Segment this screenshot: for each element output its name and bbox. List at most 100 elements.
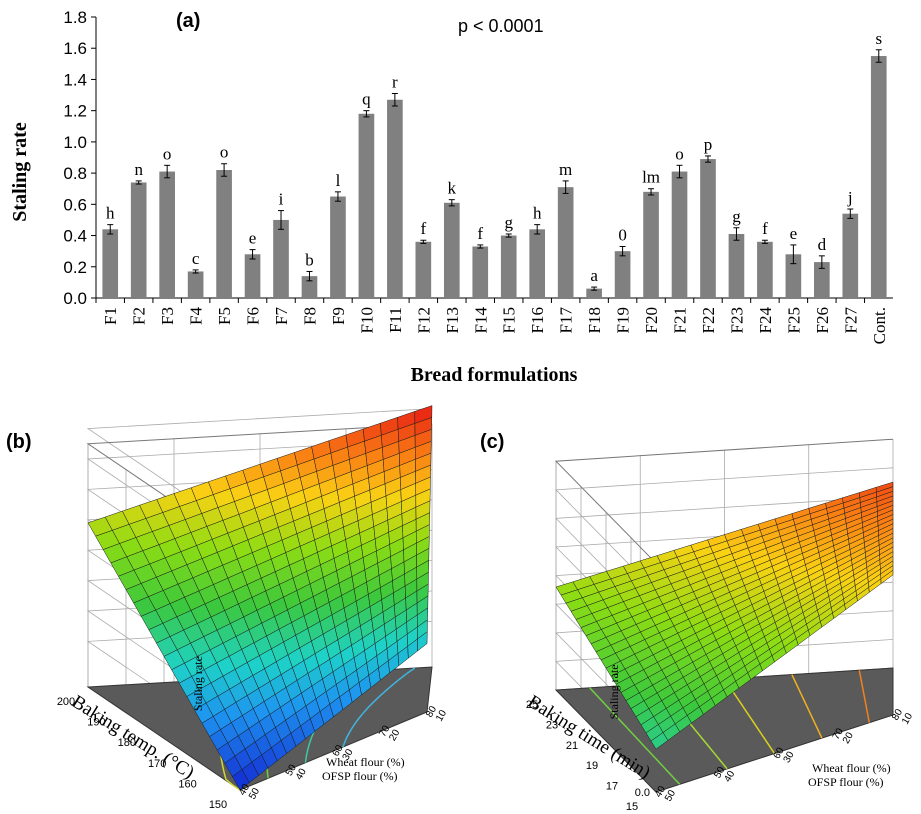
bar-F8 [301,276,318,298]
bar-F17 [557,187,574,298]
x-tick-label: F7 [272,307,291,325]
bar-F26 [814,262,830,298]
response-surface [555,481,894,750]
significance-letter: n [134,160,143,179]
bar-F25 [785,254,802,298]
panel-label: (c) [480,431,504,453]
y-tick-label: 25 [526,699,538,711]
x-tick-label: F4 [187,307,206,325]
y-tick-label: 1.6 [63,39,87,58]
x-tick-label: F18 [585,307,604,333]
bar-F13 [443,202,460,298]
x-tick-label: F24 [756,307,775,334]
significance-letter: h [106,204,115,223]
x-tick-label: F15 [500,307,519,333]
significance-letter: k [448,179,457,198]
x-tick-label-wheat: 40 [237,782,252,798]
bar-F27 [842,213,859,298]
bar-F18 [586,288,602,298]
significance-letter: o [163,144,172,163]
x-tick-label: F25 [784,307,803,333]
bar-F21 [671,171,688,298]
p-value-annotation: p < 0.0001 [458,16,544,36]
x-tick-label-ofsp: 40 [294,766,309,782]
bar-Cont. [870,56,887,299]
x-tick-label-wheat: 80 [890,707,905,723]
z-tick-label: 0.0 [635,787,650,799]
y-tick-label: 0.8 [63,164,87,183]
x-tick-label-ofsp: 20 [387,727,402,743]
contour-line [791,674,823,739]
z-axis-title: Staling rate [191,656,205,711]
x-tick-label-wheat: 60 [331,743,346,759]
significance-letter: h [533,204,542,223]
y-tick-label: 0.2 [63,258,87,277]
bar-F23 [728,233,745,298]
bar-F19 [614,251,631,298]
y-tick-label: 1.4 [63,70,87,89]
y-tick-label: 0.0 [63,289,87,308]
bar-F5 [216,169,232,298]
surface-cell [417,631,428,652]
bar-F22 [700,159,716,298]
bar-F15 [500,235,517,298]
panel-a-label: (a) [176,10,200,32]
significance-letter: o [220,143,229,162]
bar-F14 [472,246,489,298]
panel-label: (b) [6,431,32,453]
significance-letter: c [192,249,200,268]
x-tick-label: Cont. [870,307,889,344]
significance-letter: e [790,224,798,243]
x-axis-title-ofsp: OFSP flour (%) [808,775,884,789]
x-tick-label-wheat: 50 [284,762,299,778]
bar-F20 [643,191,659,298]
x-tick-label: F1 [101,307,120,325]
y-tick-label: 180 [118,737,136,749]
significance-letter: g [504,213,513,232]
x-tick-label: F2 [130,307,149,325]
x-tick-label-wheat: 70 [377,723,392,739]
significance-letter: e [249,229,257,248]
x-tick-label-ofsp: 50 [663,788,678,804]
x-tick-label: F9 [329,307,348,325]
x-tick-label: F12 [414,307,433,333]
x-tick-label-wheat: 70 [831,726,846,742]
significance-letter: i [279,190,284,209]
x-tick-label: F23 [727,307,746,333]
z-axis-title: Staling rate [607,664,621,719]
y-tick-label: 0.6 [63,195,87,214]
y-tick-label: 160 [178,778,196,790]
x-tick-label: F14 [471,307,490,334]
y-tick-label: 1.2 [63,102,87,121]
significance-letter: j [847,188,853,207]
bar-F11 [387,99,403,298]
wall-top-edge [554,438,894,564]
y-tick-label: 19 [586,760,598,772]
x-tick-label: F22 [699,307,718,333]
y-tick-label: 200 [57,696,75,708]
x-tick-label: F11 [386,307,405,333]
x-tick-label-ofsp: 30 [782,749,797,765]
significance-letter: f [477,224,483,243]
x-axis-title-wheat: Wheat flour (%) [812,761,891,775]
x-axis-title-wheat: Wheat flour (%) [326,755,405,769]
x-tick-label-wheat: 60 [772,745,787,761]
response-surface [87,405,433,791]
x-tick-label: F13 [443,307,462,333]
bar-F7 [273,219,289,298]
significance-letter: m [559,160,572,179]
bar-F4 [187,271,204,298]
contour-line [858,670,871,723]
x-tick-label: F26 [813,307,832,333]
x-tick-label: F3 [158,307,177,325]
contour-line [589,687,681,785]
x-tick-label-ofsp: 20 [841,730,856,746]
x-tick-label: F19 [614,307,633,333]
bar-F16 [529,229,546,298]
y-tick-label: 190 [87,717,105,729]
significance-letter: b [305,250,314,269]
x-tick-label-wheat: 50 [712,765,727,781]
significance-letter: 0 [618,225,627,244]
